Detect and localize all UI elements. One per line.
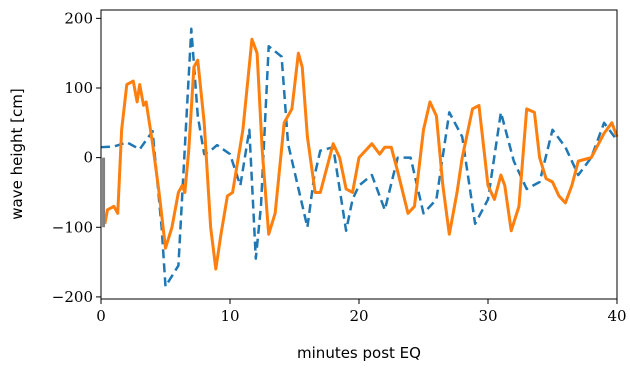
- y-tick-label: 200: [64, 9, 93, 27]
- x-axis-label: minutes post EQ: [297, 344, 421, 362]
- y-tick-label: 100: [64, 79, 93, 97]
- y-axis-label: wave height [cm]: [8, 88, 26, 219]
- y-tick-label: −100: [52, 218, 93, 236]
- x-tick-label: 0: [96, 307, 106, 325]
- y-tick-label: −200: [52, 288, 93, 306]
- x-tick-label: 20: [349, 307, 368, 325]
- x-tick-label: 30: [478, 307, 497, 325]
- series-line: [100, 27, 619, 288]
- x-tick-label: 40: [607, 307, 626, 325]
- series-line: [103, 37, 619, 271]
- x-tick-label: 10: [220, 307, 239, 325]
- y-tick-label: 0: [83, 149, 93, 167]
- plot-frame: [100, 9, 618, 300]
